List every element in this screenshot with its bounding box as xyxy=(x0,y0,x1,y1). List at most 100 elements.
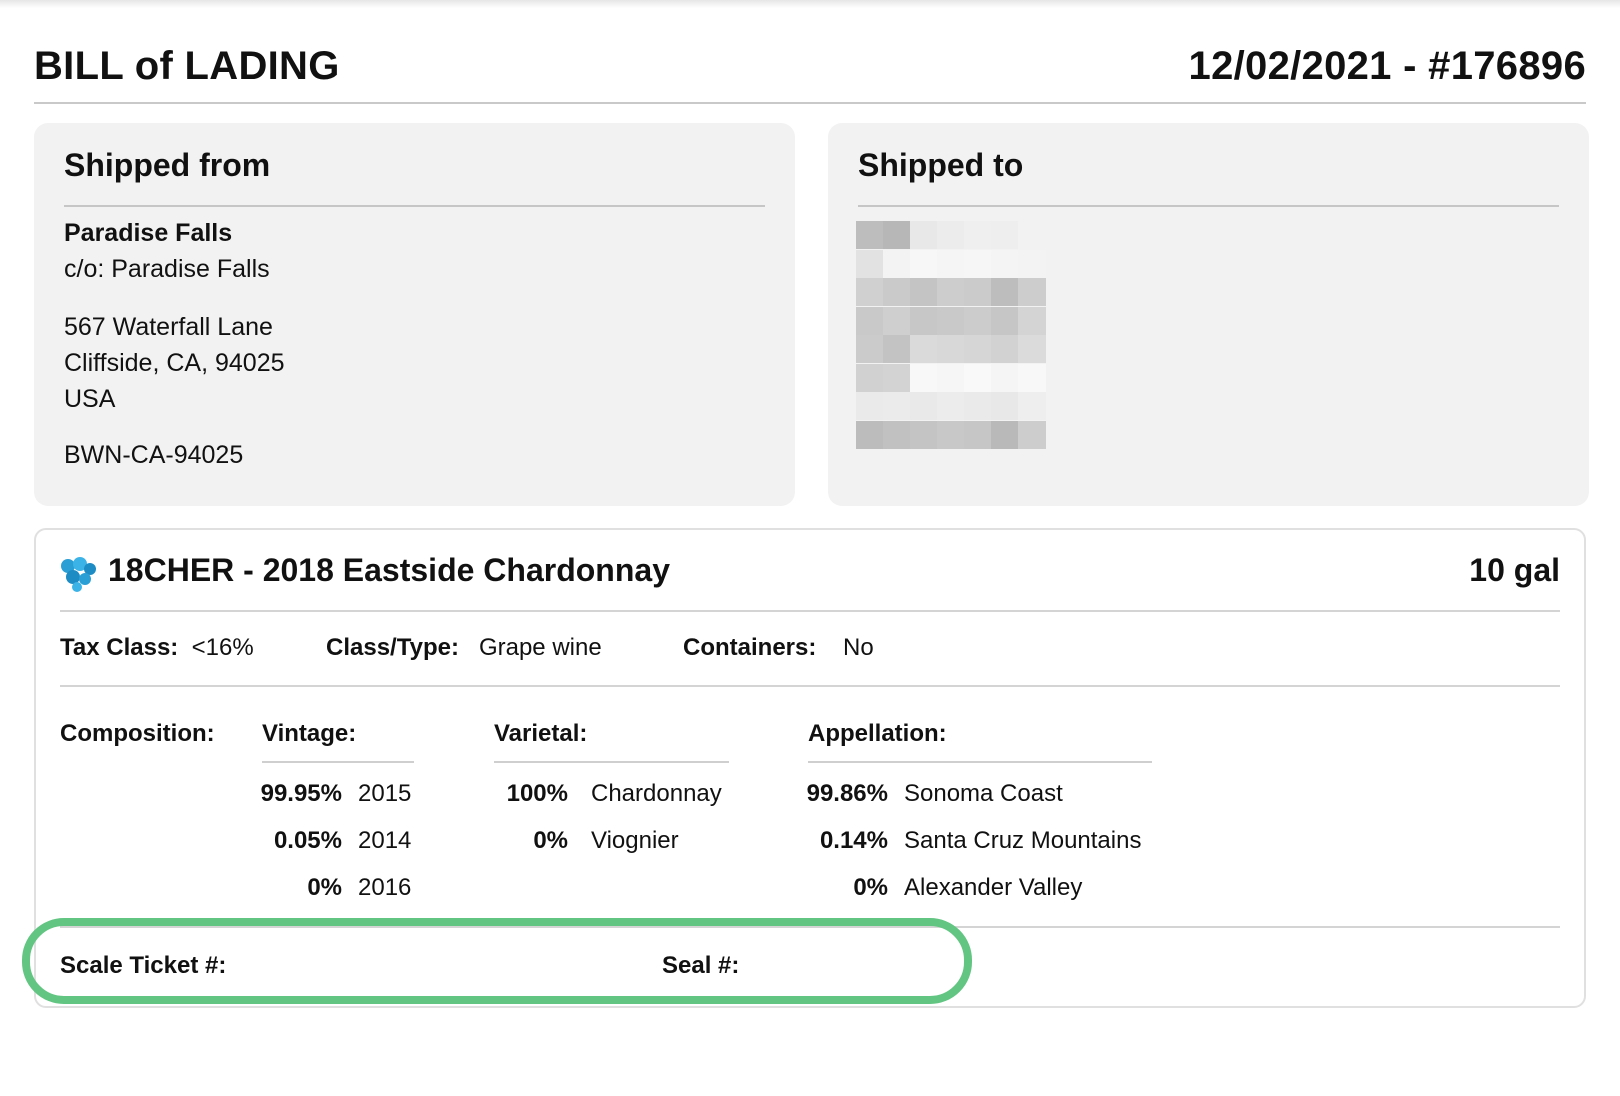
appellation-header: Appellation: xyxy=(808,720,947,747)
redaction-pixel xyxy=(937,420,965,449)
redaction-pixel xyxy=(991,392,1019,420)
redaction-pixel xyxy=(883,392,911,420)
shipper-address-line2: Cliffside, CA, 94025 xyxy=(64,349,285,377)
product-name: 18CHER - 2018 Eastside Chardonnay xyxy=(108,552,670,588)
redaction-pixel xyxy=(1018,278,1046,306)
redaction-pixel xyxy=(1018,363,1046,392)
class-type: Class/Type: Grape wine xyxy=(326,634,602,662)
redaction-pixel xyxy=(856,306,884,335)
varietal-name: Viognier xyxy=(591,827,679,854)
redaction-pixel xyxy=(991,278,1019,306)
redacted-address-blur xyxy=(856,221,1046,449)
divider xyxy=(64,205,765,207)
divider xyxy=(858,205,1559,207)
redaction-pixel xyxy=(883,306,911,335)
redaction-pixel xyxy=(910,306,938,335)
class-type-value: Grape wine xyxy=(478,634,602,661)
vintage-year: 2015 xyxy=(358,780,412,807)
redaction-pixel xyxy=(1018,306,1046,335)
redaction-pixel xyxy=(1018,392,1046,420)
varietal-pct: 0% xyxy=(533,827,568,854)
vintage-header: Vintage: xyxy=(262,720,357,747)
divider xyxy=(60,610,1560,612)
varietal-pct: 100% xyxy=(506,780,568,807)
redaction-pixel xyxy=(991,221,1019,249)
shipped-from-card: Shipped from Paradise Falls c/o: Paradis… xyxy=(34,123,795,506)
redaction-pixel xyxy=(937,249,965,278)
vintage-pct: 0% xyxy=(307,874,342,901)
redaction-pixel xyxy=(910,420,938,449)
redaction-pixel xyxy=(964,335,992,363)
top-shadow xyxy=(0,0,1620,8)
redaction-pixel xyxy=(964,249,992,278)
redaction-pixel xyxy=(856,363,884,392)
redaction-pixel xyxy=(910,221,938,249)
redaction-pixel xyxy=(883,335,911,363)
redaction-pixel xyxy=(937,392,965,420)
redaction-pixel xyxy=(856,392,884,420)
redaction-pixel xyxy=(964,392,992,420)
scale-ticket-label: Scale Ticket #: xyxy=(60,952,227,979)
shipper-care-of: c/o: Paradise Falls xyxy=(64,255,270,283)
redaction-pixel xyxy=(910,392,938,420)
divider xyxy=(60,926,1560,928)
composition-label: Composition: xyxy=(60,720,215,747)
vintage-year: 2016 xyxy=(358,874,412,901)
appellation-pct: 0.14% xyxy=(819,827,888,854)
redaction-pixel xyxy=(910,249,938,278)
redaction-pixel xyxy=(964,363,992,392)
divider xyxy=(808,761,1152,763)
redaction-pixel xyxy=(883,221,911,249)
redaction-pixel xyxy=(991,420,1019,449)
redaction-pixel xyxy=(1018,221,1046,249)
tax-class-label: Tax Class: xyxy=(60,634,179,661)
redaction-pixel xyxy=(937,278,965,306)
appellation-name: Santa Cruz Mountains xyxy=(904,827,1142,854)
seal-label: Seal #: xyxy=(662,952,740,979)
redaction-pixel xyxy=(937,306,965,335)
shipped-from-title: Shipped from xyxy=(64,147,271,183)
redaction-pixel xyxy=(910,278,938,306)
document-date-number: 12/02/2021 - #176896 xyxy=(1188,44,1586,88)
divider xyxy=(262,761,414,763)
redaction-pixel xyxy=(1018,335,1046,363)
appellation-pct: 99.86% xyxy=(806,780,888,807)
redaction-pixel xyxy=(964,306,992,335)
redaction-pixel xyxy=(964,420,992,449)
divider xyxy=(60,685,1560,687)
shipper-address-line1: 567 Waterfall Lane xyxy=(64,313,273,341)
redaction-pixel xyxy=(991,335,1019,363)
redaction-pixel xyxy=(964,278,992,306)
product-card: 18CHER - 2018 Eastside Chardonnay 10 gal… xyxy=(34,528,1586,1008)
redaction-pixel xyxy=(991,249,1019,278)
grape-cluster-icon xyxy=(61,557,96,592)
vintage-year: 2014 xyxy=(358,827,412,854)
redaction-pixel xyxy=(883,278,911,306)
redaction-pixel xyxy=(1018,420,1046,449)
redaction-pixel xyxy=(1018,249,1046,278)
shipped-to-title: Shipped to xyxy=(858,147,1024,183)
shipped-to-card: Shipped to xyxy=(828,123,1589,506)
redaction-pixel xyxy=(856,420,884,449)
containers: Containers: No xyxy=(683,634,874,662)
highlight-outline xyxy=(22,918,972,1004)
class-type-label: Class/Type: xyxy=(326,634,459,661)
containers-label: Containers: xyxy=(683,634,817,661)
redaction-pixel xyxy=(937,221,965,249)
containers-value: No xyxy=(843,634,874,661)
redaction-pixel xyxy=(883,363,911,392)
shipper-bond-number: BWN-CA-94025 xyxy=(64,441,244,469)
redaction-pixel xyxy=(991,306,1019,335)
divider xyxy=(494,761,729,763)
vintage-pct: 99.95% xyxy=(260,780,342,807)
redaction-pixel xyxy=(910,335,938,363)
appellation-name: Sonoma Coast xyxy=(904,780,1063,807)
redaction-pixel xyxy=(991,363,1019,392)
redaction-pixel xyxy=(910,363,938,392)
redaction-pixel xyxy=(856,278,884,306)
redaction-pixel xyxy=(883,420,911,449)
redaction-pixel xyxy=(856,335,884,363)
varietal-header: Varietal: xyxy=(494,720,588,747)
appellation-name: Alexander Valley xyxy=(904,874,1083,901)
tax-class-value: <16% xyxy=(191,634,254,661)
